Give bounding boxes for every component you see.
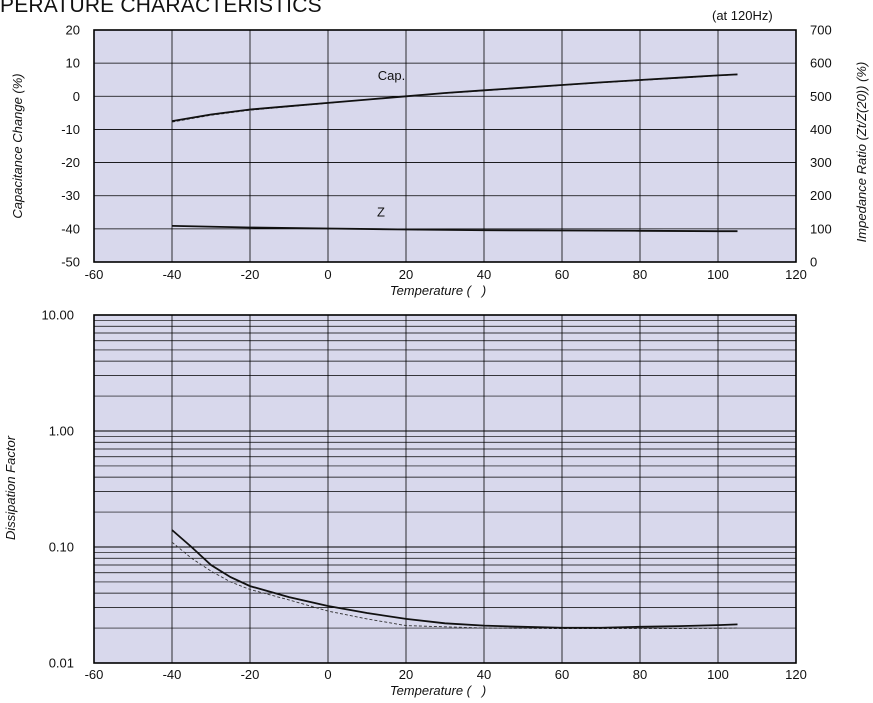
y2-tick-label: 600 [810,56,832,71]
y-tick-label: -50 [61,255,80,270]
x-tick-label: 80 [633,667,647,682]
x-tick-label: -60 [85,267,104,282]
series-line [171,73,738,122]
y-tick-label: 1.00 [49,424,74,439]
y-tick-label: 0.10 [49,540,74,555]
x-tick-label: 60 [555,267,569,282]
series-line [171,529,738,629]
y-tick-label: -40 [61,221,80,236]
y2-tick-label: 300 [810,155,832,170]
series-label: Z [377,205,385,220]
y-tick-label: -10 [61,122,80,137]
x-tick-label: -20 [241,667,260,682]
x-tick-label: 40 [477,267,491,282]
x-tick-label: 20 [399,667,413,682]
y2-tick-label: 200 [810,188,832,203]
y-tick-label: 10.00 [41,308,74,323]
y2-tick-label: 0 [810,255,817,270]
x-tick-label: -20 [241,267,260,282]
y-tick-label: 0 [73,89,80,104]
y2-tick-label: 100 [810,221,832,236]
x-tick-label: 60 [555,667,569,682]
y2-tick-label: 700 [810,23,832,38]
x-tick-label: 120 [785,267,807,282]
cap-impedance-chart: 20100-10-20-30-40-5070060050040030020010… [10,23,869,299]
y2-tick-label: 500 [810,89,832,104]
x-tick-label: 0 [324,667,331,682]
y-tick-label: 10 [66,56,80,71]
x-tick-label: 0 [324,267,331,282]
y-tick-label: 0.01 [49,656,74,671]
x-tick-label: 100 [707,667,729,682]
y-tick-label: 20 [66,23,80,38]
y2-axis-label: Impedance Ratio (Zt/Z(20)) (%) [854,62,869,243]
plot-frame [93,29,797,263]
x-tick-label: 80 [633,267,647,282]
x-tick-label: 120 [785,667,807,682]
x-tick-label: -60 [85,667,104,682]
x-tick-label: -40 [163,267,182,282]
y-axis-label: Capacitance Change (%) [10,73,25,218]
x-tick-label: 40 [477,667,491,682]
x-tick-label: -40 [163,667,182,682]
series-dashed-line [171,541,738,630]
dissipation-factor-chart: 10.00 1.00 0.10 0.01 -60 -40 -20 0 20 40 60 80 100 12… [3,308,807,699]
y-tick-label: -30 [61,188,80,203]
page-title: PERATURE CHARACTERISTICS [0,0,322,17]
x-axis-label: Temperature ( ) [390,683,486,698]
plot-area [94,30,796,262]
y-axis-label: Dissipation Factor [3,435,18,540]
y-tick-label: -20 [61,155,80,170]
x-tick-label: 100 [707,267,729,282]
plot-area [94,315,796,663]
series-line [171,225,738,233]
x-axis-label: Temperature ( ) [390,283,486,298]
measurement-condition: (at 120Hz) [712,8,773,23]
x-tick-label: 20 [399,267,413,282]
series-label: Cap. [378,68,405,83]
plot-frame [93,314,797,664]
y2-tick-label: 400 [810,122,832,137]
